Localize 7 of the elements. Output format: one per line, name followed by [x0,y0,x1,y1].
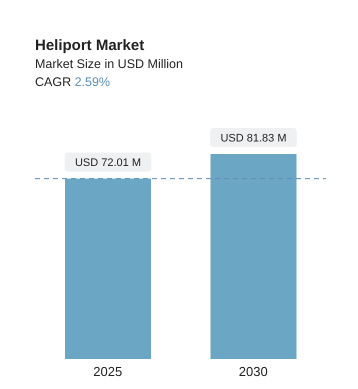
chart-title: Heliport Market [35,36,146,55]
x-tick-label: 2025 [93,364,122,380]
text: CAGR 2.59% [35,75,110,89]
data-label: USD 81.83 M [220,132,287,144]
data-label: USD 72.01 M [74,157,142,170]
x-tick-label: 2030 [238,364,268,380]
chart-subtitle: Market Size in USD Million [35,56,184,73]
